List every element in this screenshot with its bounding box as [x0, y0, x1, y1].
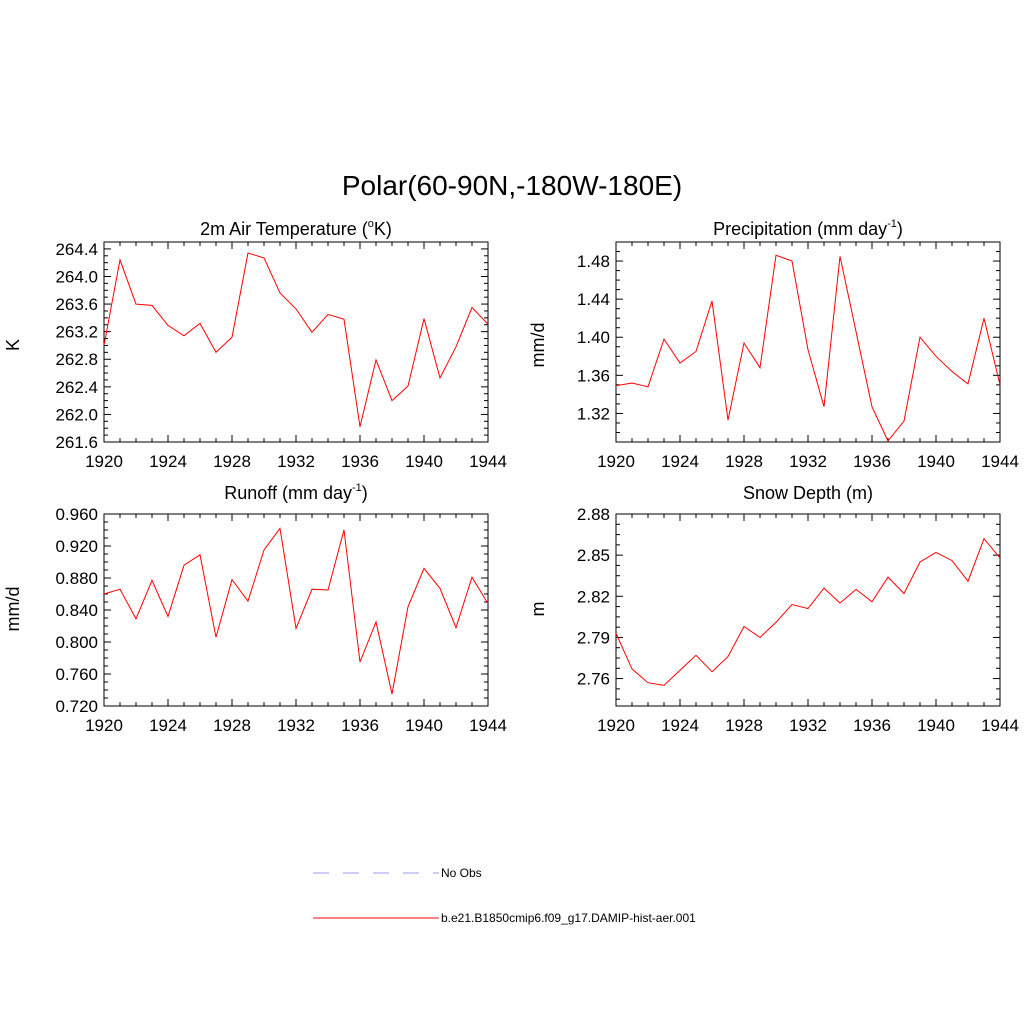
- xtick-label-precip: 1928: [725, 452, 763, 471]
- xtick-label-precip: 1936: [853, 452, 891, 471]
- xtick-label-temp: 1920: [85, 452, 123, 471]
- xtick-label-snow: 1936: [853, 716, 891, 735]
- ytick-label-snow: 2.88: [577, 505, 610, 524]
- panel-title-runoff: Runoff (mm day-1): [224, 482, 368, 503]
- plot-frame-snow: [615, 513, 1001, 707]
- panel-title-precip: Precipitation (mm day-1): [713, 218, 903, 239]
- figure-title: Polar(60-90N,-180W-180E): [341, 170, 683, 201]
- series-line-temp: [103, 252, 489, 427]
- ytick-label-precip: 1.48: [577, 252, 610, 271]
- legend-label-model: b.e21.B1850cmip6.f09_g17.DAMIP-hist-aer.…: [441, 911, 696, 925]
- ytick-label-snow: 2.79: [577, 628, 610, 647]
- ytick-label-temp: 263.2: [55, 323, 98, 342]
- ytick-label-precip: 1.32: [577, 404, 610, 423]
- ytick-label-runoff: 0.800: [55, 633, 98, 652]
- xtick-label-precip: 1944: [981, 452, 1019, 471]
- xtick-label-precip: 1924: [661, 452, 699, 471]
- xtick-label-temp: 1928: [213, 452, 251, 471]
- ytick-label-snow: 2.82: [577, 587, 610, 606]
- xtick-label-runoff: 1944: [469, 716, 507, 735]
- xtick-label-snow: 1944: [981, 716, 1019, 735]
- xtick-label-runoff: 1928: [213, 716, 251, 735]
- ytick-label-temp: 262.4: [55, 378, 98, 397]
- xtick-label-snow: 1928: [725, 716, 763, 735]
- xtick-label-snow: 1920: [597, 716, 635, 735]
- ytick-label-runoff: 0.880: [55, 569, 98, 588]
- ytick-label-temp: 262.0: [55, 405, 98, 424]
- ytick-label-runoff: 0.920: [55, 537, 98, 556]
- ytick-label-snow: 2.85: [577, 546, 610, 565]
- xtick-label-temp: 1936: [341, 452, 379, 471]
- xtick-label-temp: 1924: [149, 452, 187, 471]
- xtick-label-temp: 1940: [405, 452, 443, 471]
- ytick-label-temp: 263.6: [55, 295, 98, 314]
- xtick-label-precip: 1940: [917, 452, 955, 471]
- xtick-label-runoff: 1932: [277, 716, 315, 735]
- ytick-label-runoff: 0.840: [55, 601, 98, 620]
- ytick-label-precip: 1.36: [577, 366, 610, 385]
- ytick-label-runoff: 0.720: [55, 697, 98, 716]
- xtick-label-snow: 1924: [661, 716, 699, 735]
- plot-frame-runoff: [103, 513, 489, 707]
- ytick-label-precip: 1.44: [577, 290, 610, 309]
- xtick-label-temp: 1932: [277, 452, 315, 471]
- panel-title-snow: Snow Depth (m): [742, 483, 874, 503]
- plot-frame-precip: [615, 241, 1001, 443]
- xtick-label-snow: 1940: [917, 716, 955, 735]
- panel-title-temp: 2m Air Temperature (oK): [200, 218, 392, 239]
- ytick-label-temp: 261.6: [55, 433, 98, 452]
- series-line-runoff: [103, 527, 489, 695]
- xtick-label-runoff: 1920: [85, 716, 123, 735]
- xtick-label-snow: 1932: [789, 716, 827, 735]
- xtick-label-temp: 1944: [469, 452, 507, 471]
- ytick-label-snow: 2.76: [577, 670, 610, 689]
- series-line-snow: [615, 537, 1001, 686]
- xtick-label-runoff: 1940: [405, 716, 443, 735]
- ytick-label-temp: 264.4: [55, 240, 98, 259]
- xtick-label-runoff: 1924: [149, 716, 187, 735]
- legend-label-obs: No Obs: [441, 866, 482, 880]
- ytick-label-runoff: 0.760: [55, 665, 98, 684]
- ytick-label-runoff: 0.960: [55, 505, 98, 524]
- ytick-label-temp: 264.0: [55, 267, 98, 286]
- xtick-label-runoff: 1936: [341, 716, 379, 735]
- series-line-precip: [615, 254, 1001, 442]
- xtick-label-precip: 1920: [597, 452, 635, 471]
- xtick-label-precip: 1932: [789, 452, 827, 471]
- ytick-label-precip: 1.40: [577, 328, 610, 347]
- ytick-label-temp: 262.8: [55, 350, 98, 369]
